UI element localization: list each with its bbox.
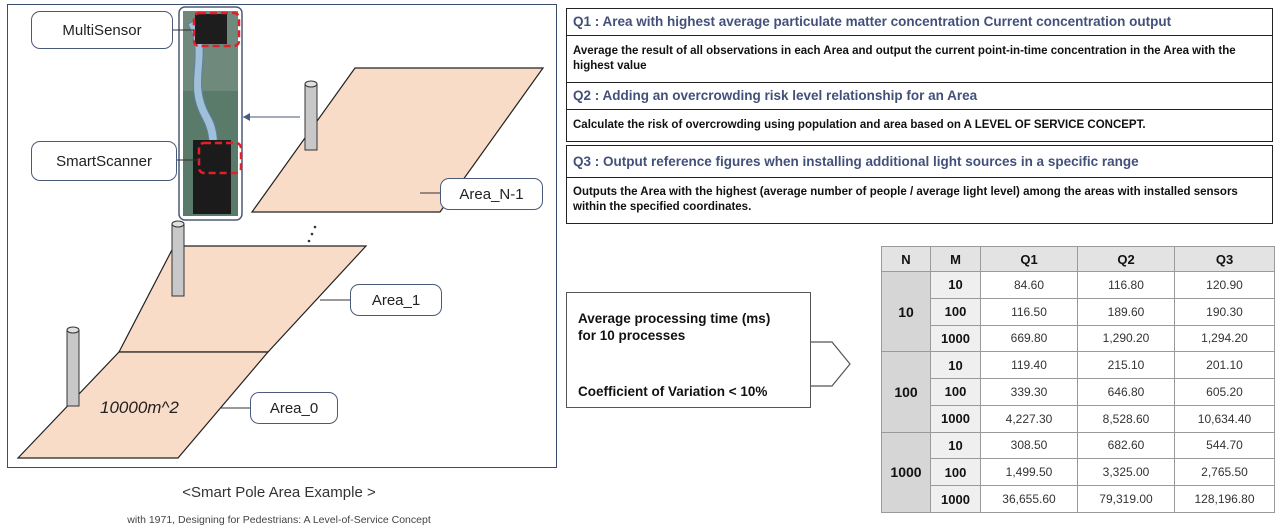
q2-cell: 8,528.60	[1077, 404, 1175, 433]
q2-cell: 682.60	[1077, 431, 1175, 460]
q1-cell: 1,499.50	[980, 458, 1078, 487]
q3-cell: 2,765.50	[1174, 458, 1275, 487]
q1-cell: 36,655.60	[980, 485, 1078, 513]
m-cell: 1000	[930, 404, 981, 433]
pole-n1	[304, 80, 318, 151]
q1-cell: 339.30	[980, 378, 1078, 406]
area-1-plane	[118, 245, 368, 353]
q2-cell: 189.60	[1077, 297, 1175, 326]
smartscanner-label: SmartScanner	[31, 141, 177, 181]
q2-cell: 646.80	[1077, 378, 1175, 406]
q2-cell: 79,319.00	[1077, 485, 1175, 513]
q2-cell: 116.80	[1077, 271, 1175, 299]
q3-heading: Q3 : Output reference figures when insta…	[573, 153, 1139, 169]
q3-heading-box: Q3 : Output reference figures when insta…	[566, 145, 1273, 178]
table-row: 100 116.50 189.60 190.30	[882, 297, 1275, 326]
table-row: 100 339.30 646.80 605.20	[882, 378, 1275, 406]
q3-body: Outputs the Area with the highest (avera…	[573, 186, 1238, 213]
q3-cell: 120.90	[1174, 271, 1275, 299]
m-cell: 1000	[930, 485, 981, 513]
q1-heading-box: Q1 : Area with highest average particula…	[566, 8, 1273, 36]
q2-heading-box: Q2 : Adding an overcrowding risk level r…	[566, 82, 1273, 110]
processing-time-label: Average processing time (ms) for 10 proc…	[578, 310, 808, 344]
cov-label: Coefficient of Variation < 10%	[578, 384, 768, 399]
q2-cell: 1,290.20	[1077, 324, 1175, 353]
q1-body: Average the result of all observations i…	[573, 44, 1236, 72]
m-cell: 100	[930, 458, 981, 487]
table-row: 1000 10 308.50 682.60 544.70	[881, 431, 1275, 514]
q2-body-box: Calculate the risk of overcrowding using…	[566, 109, 1273, 142]
m-cell: 100	[930, 297, 981, 326]
n-cell: 1000	[881, 431, 931, 514]
q1-body-box: Average the result of all observations i…	[566, 35, 1273, 83]
q1-cell: 116.50	[980, 297, 1078, 326]
area-n1-plane	[250, 67, 545, 213]
table-header-row: N M Q1 Q2 Q3	[881, 246, 1275, 272]
n-cell: 100	[881, 351, 931, 433]
q3-cell: 201.10	[1174, 351, 1275, 380]
processing-box	[566, 292, 811, 408]
header-n: N	[881, 246, 931, 272]
table-row: 1000 4,227.30 8,528.60 10,634.40	[882, 404, 1275, 433]
q2-body: Calculate the risk of overcrowding using…	[573, 118, 1146, 131]
m-cell: 10	[930, 431, 981, 460]
table-row: 100 10 119.40 215.10 201.10	[881, 351, 1275, 433]
smartscanner-highlight	[197, 141, 243, 175]
q2-cell: 215.10	[1077, 351, 1175, 380]
multisensor-label: MultiSensor	[31, 11, 173, 49]
processing-line-2: for 10 processes	[578, 328, 686, 343]
area-n1-label: Area_N-1	[440, 178, 543, 210]
q2-cell: 3,325.00	[1077, 458, 1175, 487]
header-q1: Q1	[980, 246, 1078, 272]
m-cell: 100	[930, 378, 981, 406]
q2-heading: Q2 : Adding an overcrowding risk level r…	[573, 88, 978, 103]
q1-cell: 84.60	[980, 271, 1078, 299]
q1-cell: 4,227.30	[980, 404, 1078, 433]
m-cell: 1000	[930, 324, 981, 353]
q3-cell: 544.70	[1174, 431, 1275, 460]
pole-0	[66, 326, 80, 407]
header-q3: Q3	[1174, 246, 1275, 272]
n-cell: 10	[881, 270, 931, 353]
header-q2: Q2	[1077, 246, 1175, 272]
area-0-label: Area_0	[250, 392, 338, 424]
ellipsis-dots	[307, 225, 317, 243]
processing-line-1: Average processing time (ms)	[578, 311, 771, 326]
q3-cell: 10,634.40	[1174, 404, 1275, 433]
q1-cell: 669.80	[980, 324, 1078, 353]
q1-heading: Q1 : Area with highest average particula…	[573, 14, 1172, 29]
multisensor-head	[195, 14, 227, 44]
smart-pole-diagram	[16, 6, 545, 459]
q1-cell: 119.40	[980, 351, 1078, 380]
m-cell: 10	[930, 271, 981, 299]
header-m: M	[930, 246, 981, 272]
area-0-plane	[16, 351, 270, 459]
table-row: 1000 36,655.60 79,319.00 128,196.80	[882, 485, 1275, 513]
q3-cell: 190.30	[1174, 297, 1275, 326]
q3-cell: 128,196.80	[1174, 485, 1275, 513]
q3-body-box: Outputs the Area with the highest (avera…	[566, 177, 1273, 224]
bracket-arrow	[810, 341, 851, 387]
table-row: 10 10 84.60 116.80 120.90	[881, 270, 1275, 353]
diagram-title: <Smart Pole Area Example >	[182, 484, 376, 501]
diagram-caption: with 1971, Designing for Pedestrians: A …	[127, 514, 431, 526]
area-size-label: 10000m^2	[100, 398, 179, 417]
diagram-frame	[7, 4, 557, 468]
q1-cell: 308.50	[980, 431, 1078, 460]
q3-cell: 1,294.20	[1174, 324, 1275, 353]
area-1-label: Area_1	[350, 284, 442, 316]
q3-cell: 605.20	[1174, 378, 1275, 406]
results-table: N M Q1 Q2 Q3 10 10 84.60 116.80 120.90 1…	[881, 246, 1275, 514]
m-cell: 10	[930, 351, 981, 380]
pole-1	[171, 220, 185, 297]
table-row: 1000 669.80 1,290.20 1,294.20	[882, 324, 1275, 353]
table-row: 100 1,499.50 3,325.00 2,765.50	[882, 458, 1275, 487]
